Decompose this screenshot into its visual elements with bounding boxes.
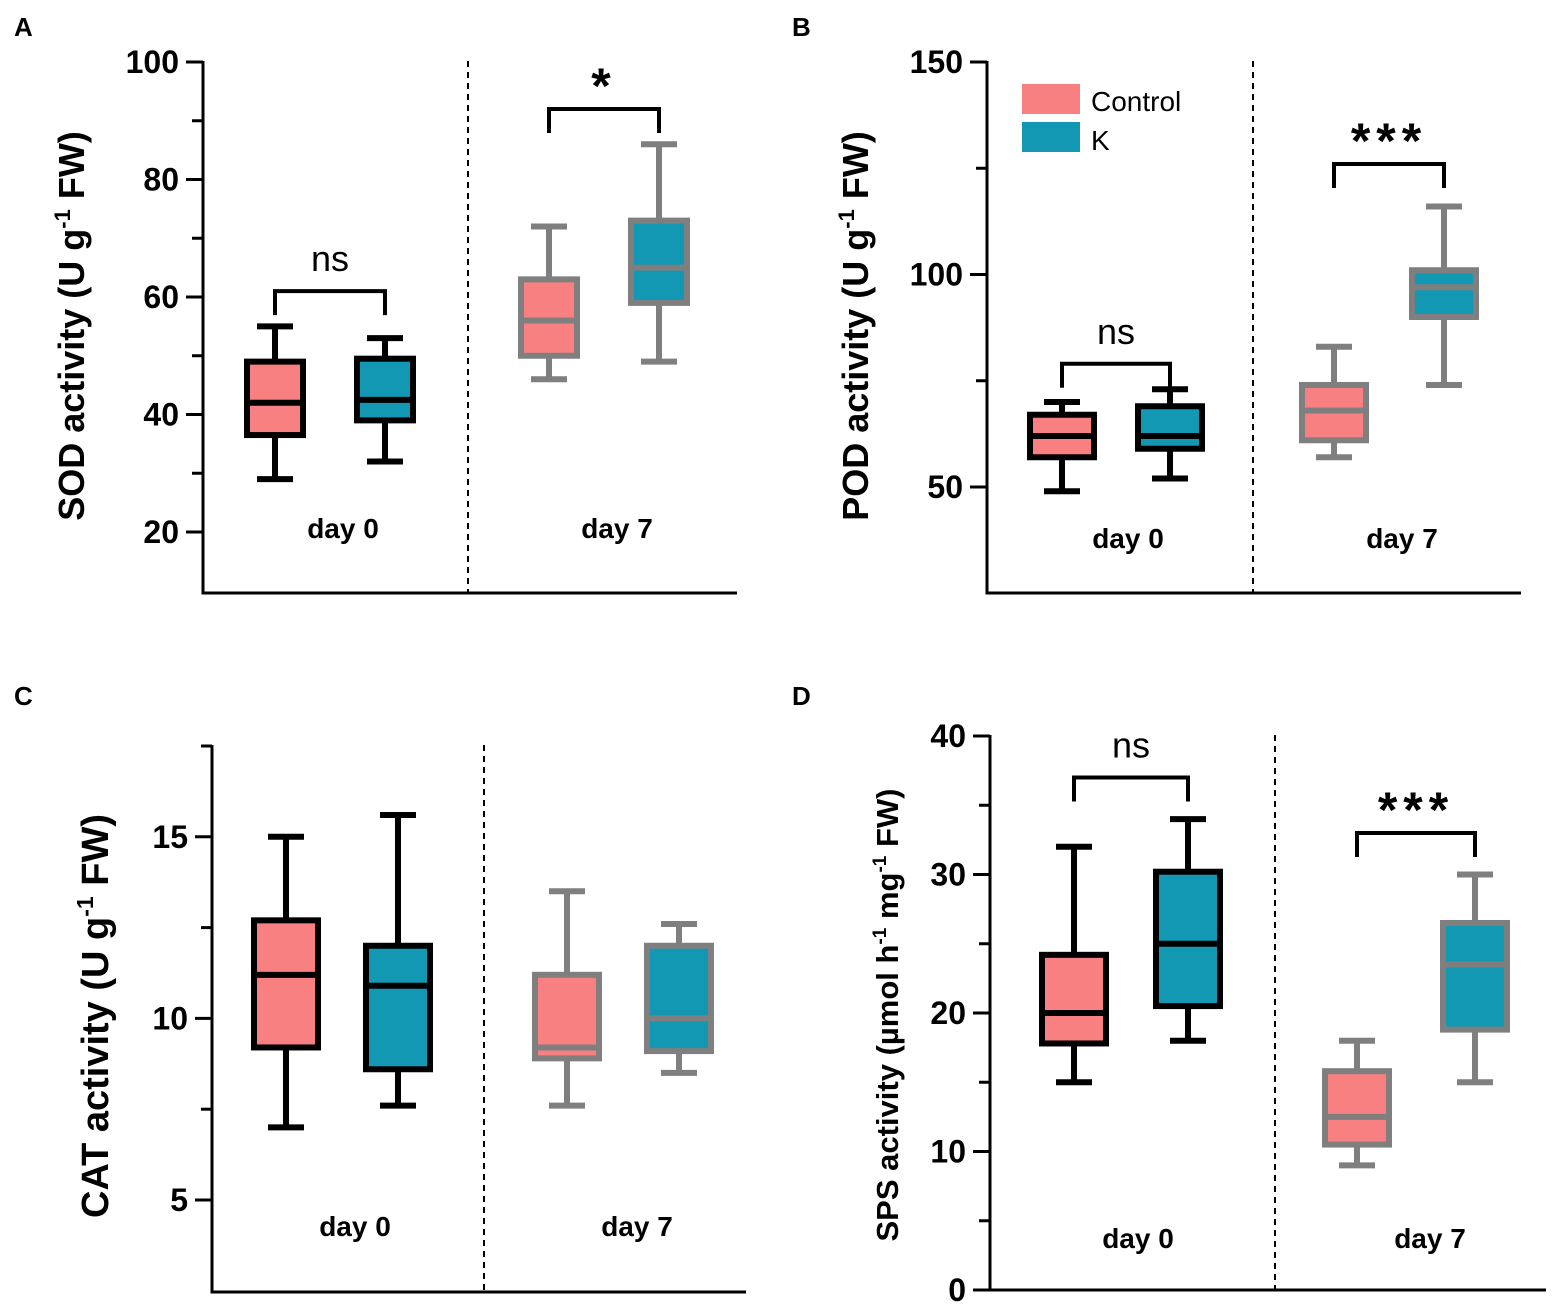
y-tick-label-d: 40 (930, 718, 966, 754)
svg-text:POD activity (U g-1 FW): POD activity (U g-1 FW) (834, 131, 876, 521)
panel-d: D SPS activity (µmol h-1 mg-1 FW) 0 10 20 3… (792, 681, 1546, 1308)
box-iqr (1039, 951, 1109, 1047)
significance-bracket-a (547, 107, 661, 133)
group-label-b: day 7 (1366, 523, 1438, 554)
y-tick-label-d: 30 (930, 857, 966, 893)
box-d-day7-k (1440, 871, 1510, 1086)
box-a-day0-control (244, 323, 306, 483)
y-tick-label-a: 100 (126, 44, 179, 80)
y-tick-label-a: 80 (143, 162, 179, 198)
group-label-c: day 0 (319, 1211, 391, 1242)
y-tick-label-b: 150 (910, 44, 963, 80)
box-a-day0-k (354, 335, 416, 465)
svg-text:SOD activity (U g-1 FW): SOD activity (U g-1 FW) (50, 131, 92, 521)
significance-label-b: ns (1097, 311, 1135, 352)
box-d-day7-control (1322, 1037, 1392, 1169)
legend-label-k: K (1091, 125, 1110, 156)
group-label-a: day 0 (307, 513, 379, 544)
y-axis-label-b: POD activity (U g-1 FW) (834, 131, 876, 521)
y-axis-label-a: SOD activity (U g-1 FW) (50, 131, 92, 521)
box-d-day0-control (1039, 843, 1109, 1086)
panel-letter-d: D (792, 681, 811, 711)
box-b-day0-control (1027, 399, 1097, 495)
panel-letter-a: A (14, 12, 33, 42)
box-c-day0-control (251, 833, 321, 1131)
y-tick-label-a: 20 (143, 514, 179, 550)
y-tick-label-d: 0 (948, 1272, 966, 1308)
box-iqr (1440, 919, 1510, 1033)
box-c-day0-k (363, 812, 433, 1109)
significance-label-a: * (591, 58, 616, 114)
box-iqr (1409, 267, 1479, 320)
y-tick-label-d: 10 (930, 1134, 966, 1170)
y-tick-label-a: 40 (143, 397, 179, 433)
significance-bracket-a (273, 289, 387, 316)
y-tick-label-c: 10 (152, 1000, 188, 1036)
box-iqr (628, 217, 690, 306)
legend-label-control: Control (1091, 86, 1181, 117)
group-label-d: day 0 (1102, 1223, 1174, 1254)
box-b-day7-control (1299, 343, 1369, 461)
significance-bracket-b (1332, 162, 1446, 188)
legend: Control K (1022, 84, 1181, 156)
y-tick-label-c: 5 (170, 1182, 188, 1218)
box-iqr (644, 942, 714, 1055)
svg-text:CAT activity (U g-1 FW): CAT activity (U g-1 FW) (72, 814, 117, 1218)
y-tick-label-a: 60 (143, 279, 179, 315)
y-tick-label-d: 20 (930, 995, 966, 1031)
legend-swatch-control (1022, 84, 1080, 114)
significance-label-a: ns (311, 238, 349, 279)
significance-label-b: *** (1351, 113, 1427, 169)
y-axis-label-d: SPS activity (µmol h-1 mg-1 FW) (870, 788, 905, 1241)
box-iqr (244, 358, 306, 439)
y-tick-label-b: 50 (927, 469, 963, 505)
significance-bracket-d (1072, 775, 1190, 802)
box-iqr (532, 971, 602, 1062)
box-iqr (1153, 868, 1223, 1010)
y-axis-label-c: CAT activity (U g-1 FW) (72, 814, 117, 1218)
box-c-day7-k (644, 920, 714, 1076)
panel-a: A SOD activity (U g-1 FW) 20 40 60 80 100 day… (14, 12, 737, 595)
group-label-d: day 7 (1394, 1223, 1466, 1254)
box-b-day7-k (1409, 203, 1479, 388)
box-iqr (1322, 1068, 1392, 1148)
y-tick-label-c: 15 (152, 819, 188, 855)
group-label-c: day 7 (601, 1211, 673, 1242)
svg-text:SPS activity (µmol h-1 mg-1 FW: SPS activity (µmol h-1 mg-1 FW) (870, 788, 905, 1241)
box-iqr (363, 942, 433, 1073)
significance-label-d: ns (1112, 725, 1150, 766)
box-iqr (251, 917, 321, 1051)
panel-b: B POD activity (U g-1 FW) Control K 50 10… (792, 12, 1521, 595)
significance-bracket-d (1355, 830, 1477, 857)
group-label-a: day 7 (581, 513, 653, 544)
panel-letter-b: B (792, 12, 811, 42)
box-iqr (1135, 403, 1205, 452)
box-a-day7-control (518, 223, 580, 383)
y-tick-label-b: 100 (910, 257, 963, 293)
significance-bracket-b (1060, 361, 1172, 388)
panel-c: C CAT activity (U g-1 FW) 5 10 15 day 0 day … (14, 681, 746, 1294)
panel-letter-c: C (14, 681, 33, 711)
box-d-day0-k (1153, 816, 1223, 1044)
legend-swatch-k (1022, 122, 1080, 152)
group-label-b: day 0 (1092, 523, 1164, 554)
box-a-day7-k (628, 141, 690, 365)
box-iqr (354, 355, 416, 424)
significance-label-d: *** (1378, 782, 1454, 838)
box-b-day0-k (1135, 386, 1205, 482)
box-c-day7-control (532, 888, 602, 1109)
